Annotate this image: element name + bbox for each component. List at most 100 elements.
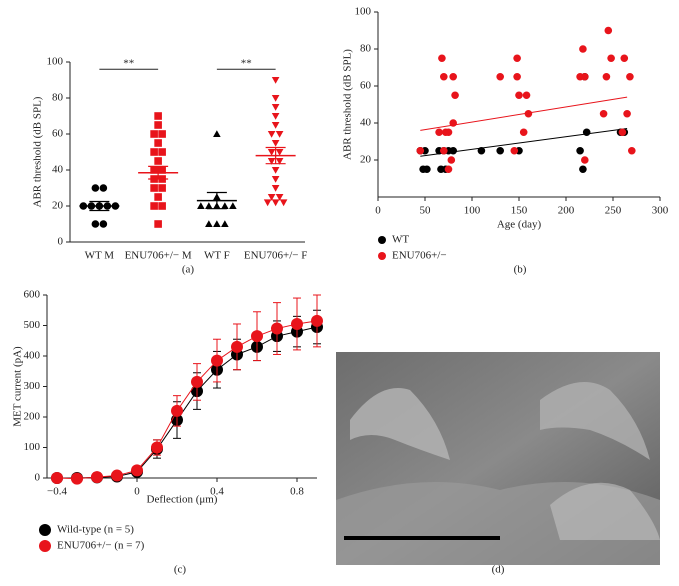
point <box>171 404 183 417</box>
legend-marker <box>39 540 51 552</box>
point <box>626 72 634 81</box>
panel-label: (b) <box>514 264 527 276</box>
marker <box>150 202 158 210</box>
y-tick-label: 500 <box>24 319 41 331</box>
point <box>623 109 631 118</box>
marker <box>275 193 284 201</box>
y-tick-label: 80 <box>52 92 64 104</box>
marker <box>221 202 229 210</box>
marker <box>99 184 108 192</box>
marker <box>267 148 276 156</box>
legend-marker <box>39 524 51 536</box>
marker <box>154 220 162 228</box>
x-tick-label: 50 <box>420 205 432 217</box>
y-axis-title: MET current (pA) <box>12 346 24 427</box>
point <box>251 330 263 343</box>
point <box>447 156 456 164</box>
category-label: WT F <box>204 250 230 262</box>
point <box>444 128 453 137</box>
y-tick-label: 80 <box>360 43 372 55</box>
point <box>620 54 629 63</box>
marker <box>150 130 158 138</box>
marker <box>91 220 100 228</box>
point <box>576 146 584 155</box>
point <box>449 146 458 155</box>
y-tick-label: 200 <box>24 411 41 423</box>
point <box>510 146 519 155</box>
marker <box>154 193 162 201</box>
point <box>582 128 591 137</box>
point <box>435 128 443 137</box>
marker <box>91 184 100 192</box>
category-label: WT M <box>85 250 115 262</box>
point <box>211 354 223 367</box>
marker <box>271 112 280 120</box>
y-tick-label: 60 <box>360 80 372 92</box>
marker <box>267 193 276 201</box>
point <box>519 128 528 137</box>
point <box>581 72 589 81</box>
y-tick-label: 400 <box>24 350 41 362</box>
series-line <box>57 326 318 479</box>
x-tick-label: 0 <box>134 486 140 498</box>
point <box>579 45 587 53</box>
point <box>604 26 613 35</box>
y-tick-label: 100 <box>24 441 41 453</box>
y-tick-label: 0 <box>35 472 41 484</box>
point <box>524 109 533 118</box>
point <box>131 464 143 477</box>
point <box>416 146 425 155</box>
marker <box>229 202 237 210</box>
point <box>449 72 458 81</box>
x-tick-label: 300 <box>652 205 669 217</box>
point <box>602 72 611 81</box>
point <box>444 165 453 174</box>
legend-marker <box>378 252 386 260</box>
point <box>291 317 303 330</box>
point <box>496 146 505 155</box>
legend-label: Wild-type (n = 5) <box>57 524 134 536</box>
point <box>423 165 431 174</box>
marker <box>158 148 166 156</box>
marker <box>158 130 166 138</box>
x-tick-label: 0 <box>375 205 381 217</box>
marker <box>154 121 162 129</box>
y-axis-title: ABR threshold (dB SPL) <box>32 96 44 207</box>
marker <box>150 166 158 174</box>
marker <box>221 220 229 228</box>
y-tick-label: 0 <box>58 236 64 248</box>
y-tick-label: 100 <box>355 6 372 18</box>
marker <box>275 148 284 156</box>
y-tick-label: 300 <box>24 380 41 392</box>
marker <box>150 184 158 192</box>
x-tick-label: 150 <box>511 205 528 217</box>
marker <box>154 139 162 147</box>
marker <box>267 130 276 138</box>
marker <box>271 94 280 102</box>
panel-label: (a) <box>182 264 195 276</box>
marker <box>154 157 162 165</box>
point <box>438 54 446 63</box>
point <box>231 340 243 353</box>
marker <box>150 148 158 156</box>
point <box>191 375 203 388</box>
point <box>271 322 283 335</box>
point <box>515 91 523 100</box>
point <box>451 91 459 100</box>
marker <box>197 202 205 210</box>
marker <box>205 220 213 228</box>
marker <box>271 199 280 207</box>
marker <box>271 103 280 111</box>
point <box>513 72 521 81</box>
legend-label: WT <box>392 234 409 246</box>
marker <box>154 112 162 120</box>
y-tick-label: 20 <box>360 154 372 166</box>
category-label: ENU706+/− M <box>125 250 192 262</box>
panel-label: (c) <box>174 564 187 576</box>
point <box>522 91 531 100</box>
y-tick-label: 20 <box>52 200 64 212</box>
point <box>607 54 615 63</box>
y-tick-label: 600 <box>24 289 41 301</box>
marker <box>213 220 221 228</box>
